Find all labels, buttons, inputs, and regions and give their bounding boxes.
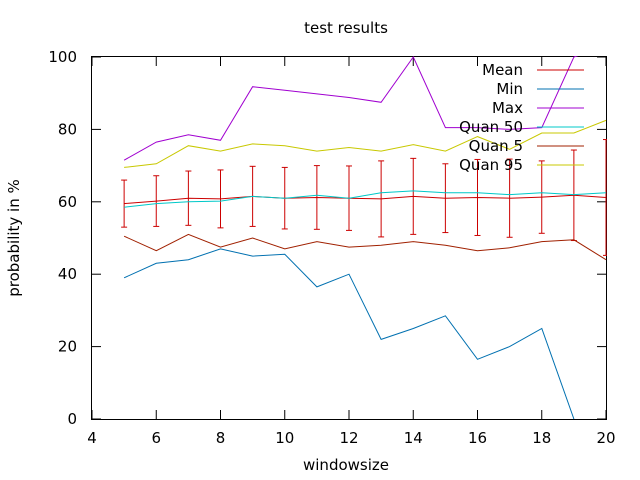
error-bar bbox=[121, 179, 128, 228]
x-tick-label: 8 bbox=[216, 429, 226, 447]
x-tick-label: 20 bbox=[596, 429, 615, 447]
legend-label: Quan 95 bbox=[459, 156, 523, 174]
x-tick-label: 18 bbox=[532, 429, 551, 447]
series-line-mean bbox=[124, 194, 607, 205]
legend-label: Mean bbox=[482, 61, 523, 79]
legend-label: Quan 5 bbox=[469, 137, 523, 155]
series-layer bbox=[121, 56, 607, 420]
legend-item-min: Min bbox=[496, 80, 584, 98]
error-bar bbox=[442, 163, 449, 234]
error-bar bbox=[474, 158, 481, 236]
x-tick-label: 6 bbox=[151, 429, 161, 447]
series-line-min bbox=[123, 248, 575, 420]
series-line-quan-5 bbox=[123, 233, 607, 261]
legend-label: Quan 50 bbox=[459, 118, 523, 136]
error-bar bbox=[153, 175, 160, 227]
y-tick-label: 20 bbox=[58, 338, 77, 356]
y-tick-label: 0 bbox=[67, 410, 77, 428]
y-tick-label: 100 bbox=[48, 48, 77, 66]
x-axis-label: windowsize bbox=[303, 456, 389, 474]
x-tick-label: 4 bbox=[87, 429, 97, 447]
y-tick-label: 80 bbox=[58, 120, 77, 138]
x-tick-label: 10 bbox=[275, 429, 294, 447]
y-axis-label: probability in % bbox=[5, 179, 23, 297]
error-bar bbox=[410, 157, 417, 235]
series-line-quan-95 bbox=[124, 119, 607, 168]
error-bar bbox=[378, 160, 385, 238]
x-tick-label: 14 bbox=[404, 429, 423, 447]
error-bar bbox=[185, 170, 192, 226]
legend-label: Min bbox=[496, 80, 523, 98]
legend-item-mean: Mean bbox=[482, 61, 584, 79]
chart-title: test results bbox=[304, 19, 388, 37]
legend-label: Max bbox=[492, 99, 523, 117]
axis-ticks: 4 6 8 10 12 14 16 18 20 0 20 40 60 80 100 bbox=[48, 48, 615, 447]
y-tick-label: 40 bbox=[58, 265, 77, 283]
x-tick-label: 12 bbox=[339, 429, 358, 447]
error-bar bbox=[506, 158, 513, 238]
error-bar bbox=[603, 139, 607, 256]
y-tick-label: 60 bbox=[58, 193, 77, 211]
x-tick-label: 16 bbox=[468, 429, 487, 447]
error-bar bbox=[313, 165, 320, 230]
legend-item-quan-95: Quan 95 bbox=[459, 156, 584, 174]
error-bar bbox=[538, 160, 545, 234]
legend-item-quan-5: Quan 5 bbox=[469, 137, 584, 155]
series-line-max bbox=[123, 56, 579, 161]
series-line-quan-50 bbox=[124, 190, 607, 208]
error-bar bbox=[217, 169, 224, 229]
legend-item-quan-50: Quan 50 bbox=[459, 118, 584, 136]
legend-item-max: Max bbox=[492, 99, 584, 117]
plot-frame bbox=[91, 56, 607, 420]
